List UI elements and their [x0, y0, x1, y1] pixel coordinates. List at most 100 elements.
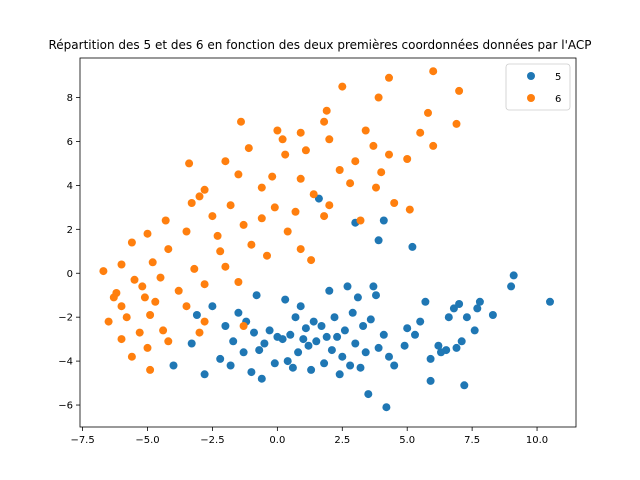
point-series-6-48 — [164, 245, 173, 254]
point-series-6-14 — [278, 135, 287, 144]
y-tick-label: −4 — [58, 357, 73, 368]
y-axis: −6 −4 −2 0 2 4 6 8 — [58, 93, 80, 412]
point-series-5-35 — [364, 390, 373, 399]
point-series-6-58 — [156, 273, 165, 282]
point-series-5-63 — [294, 348, 303, 357]
point-series-6-53 — [148, 258, 157, 267]
point-series-5-25 — [390, 361, 399, 370]
point-series-5-44 — [343, 282, 352, 291]
point-series-6-69 — [117, 335, 126, 344]
point-series-6-55 — [234, 278, 243, 286]
point-series-5-16 — [434, 341, 443, 350]
point-series-5-3 — [488, 311, 497, 319]
point-series-5-31 — [374, 236, 383, 245]
point-series-6-6 — [424, 108, 432, 117]
point-series-5-88 — [192, 311, 201, 319]
point-series-5-34 — [366, 315, 375, 324]
point-series-5-27 — [382, 403, 391, 412]
x-tick-label: 10.0 — [526, 435, 548, 446]
point-series-6-30 — [257, 183, 266, 192]
point-series-6-88 — [268, 172, 277, 181]
point-series-5-84 — [221, 322, 230, 330]
point-series-6-24 — [221, 157, 230, 166]
point-series-6-75 — [239, 322, 248, 330]
point-series-5-39 — [353, 293, 362, 302]
point-series-5-36 — [361, 348, 370, 357]
point-series-5-11 — [452, 343, 461, 352]
point-series-6-76 — [122, 313, 131, 322]
point-series-6-3 — [374, 93, 383, 102]
point-series-5-87 — [200, 370, 209, 379]
point-series-5-48 — [333, 332, 342, 341]
point-series-5-80 — [239, 348, 248, 357]
point-series-5-22 — [408, 242, 417, 251]
point-series-6-68 — [200, 317, 209, 326]
point-series-6-61 — [140, 293, 149, 302]
chart-title: Répartition des 5 et des 6 en fonction d… — [49, 38, 592, 52]
point-series-6-51 — [307, 256, 316, 265]
legend-label-6: 6 — [555, 94, 561, 105]
point-series-6-67 — [159, 326, 168, 335]
point-series-5-4 — [475, 297, 484, 306]
point-series-6-70 — [143, 343, 152, 352]
point-series-5-89 — [187, 339, 196, 348]
point-series-6-73 — [127, 352, 136, 361]
point-series-5-17 — [426, 376, 435, 385]
point-series-6-77 — [109, 293, 118, 302]
point-series-6-41 — [405, 205, 414, 214]
point-series-5-32 — [372, 291, 380, 300]
point-series-5-12 — [449, 304, 458, 313]
point-series-6-45 — [283, 227, 292, 236]
x-tick-label: 7.5 — [464, 435, 480, 446]
point-series-6-50 — [263, 251, 271, 260]
point-series-5-19 — [421, 297, 430, 306]
point-series-5-71 — [270, 359, 279, 368]
point-series-5-46 — [338, 352, 347, 361]
point-series-6-20 — [281, 150, 290, 159]
point-series-6-64 — [146, 311, 155, 319]
point-series-6-28 — [377, 168, 386, 177]
point-series-5-52 — [322, 332, 331, 341]
point-series-6-65 — [104, 317, 113, 326]
point-series-6-33 — [187, 199, 196, 207]
point-series-5-18 — [426, 354, 435, 363]
point-series-5-7 — [462, 313, 471, 322]
point-series-6-66 — [135, 328, 144, 337]
point-series-6-13 — [273, 126, 282, 135]
point-series-5-90 — [169, 361, 178, 370]
point-series-5-65 — [288, 363, 297, 372]
x-tick-label: −7.5 — [70, 435, 94, 446]
point-series-6-7 — [320, 117, 329, 126]
point-series-6-29 — [200, 185, 209, 194]
point-series-6-71 — [164, 337, 173, 346]
point-series-6-18 — [429, 141, 438, 150]
point-series-6-5 — [322, 106, 331, 115]
point-series-5-58 — [307, 365, 316, 374]
legend-box — [505, 63, 571, 111]
point-series-6-22 — [351, 157, 360, 166]
point-series-6-78 — [138, 282, 147, 291]
legend-marker-5 — [527, 72, 535, 80]
point-series-5-60 — [301, 324, 310, 333]
point-series-6-63 — [117, 302, 126, 311]
point-series-5-30 — [374, 343, 383, 352]
point-series-5-51 — [325, 286, 334, 295]
point-series-6-25 — [335, 166, 344, 174]
point-series-6-80 — [174, 286, 183, 295]
point-series-5-85 — [216, 354, 225, 363]
y-tick-label: 0 — [67, 269, 73, 280]
point-series-6-17 — [369, 141, 378, 150]
point-series-6-90 — [346, 179, 355, 188]
point-series-5-0 — [546, 297, 554, 306]
point-series-5-8 — [460, 381, 469, 390]
point-series-5-28 — [379, 330, 388, 339]
point-series-5-24 — [400, 341, 409, 350]
point-series-5-23 — [403, 324, 412, 333]
point-series-6-86 — [195, 192, 204, 201]
point-series-5-5 — [473, 304, 482, 313]
point-series-6-0 — [429, 67, 438, 76]
point-series-6-62 — [182, 302, 191, 311]
legend-label-5: 5 — [555, 72, 561, 83]
point-series-6-85 — [213, 231, 222, 240]
point-series-5-29 — [379, 216, 388, 225]
